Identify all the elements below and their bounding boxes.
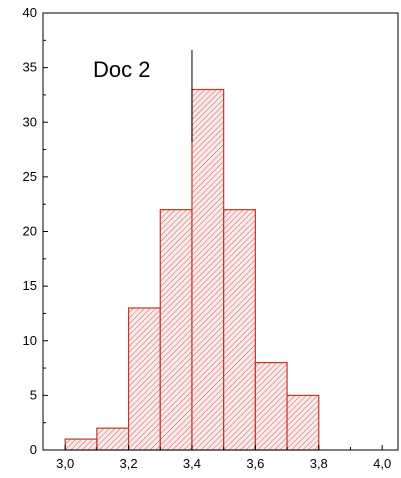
y-tick-label: 5 — [30, 387, 37, 402]
y-tick-label: 0 — [30, 442, 37, 457]
histogram-bar — [223, 209, 256, 451]
histogram-bar — [96, 427, 130, 451]
y-tick-label: 15 — [23, 278, 37, 293]
y-tick-label: 40 — [23, 5, 37, 20]
y-tick-label: 10 — [23, 333, 37, 348]
y-tick-label: 35 — [23, 60, 37, 75]
x-tick-label: 3,8 — [310, 456, 328, 471]
histogram-bar — [254, 362, 288, 451]
x-tick-label: 3,4 — [183, 456, 201, 471]
histogram-bar — [159, 209, 193, 451]
x-tick-label: 3,2 — [120, 456, 138, 471]
bars-layer — [64, 88, 320, 451]
histogram-bar — [191, 88, 225, 451]
ticks-layer: 0 5 10 15 20 25 30 35 40 3,0 3,2 3,4 3,6 3,8 4,0 — [23, 5, 392, 471]
y-tick-label: 30 — [23, 114, 37, 129]
chart-title: Doc 2 — [93, 57, 150, 82]
y-tick-label: 25 — [23, 169, 37, 184]
histogram-bar — [64, 438, 98, 451]
histogram-bar — [286, 394, 320, 451]
histogram-bar — [127, 307, 161, 451]
x-tick-label: 4,0 — [373, 456, 391, 471]
x-tick-label: 3,6 — [246, 456, 264, 471]
x-tick-label: 3,0 — [56, 456, 74, 471]
y-tick-label: 20 — [23, 224, 37, 239]
